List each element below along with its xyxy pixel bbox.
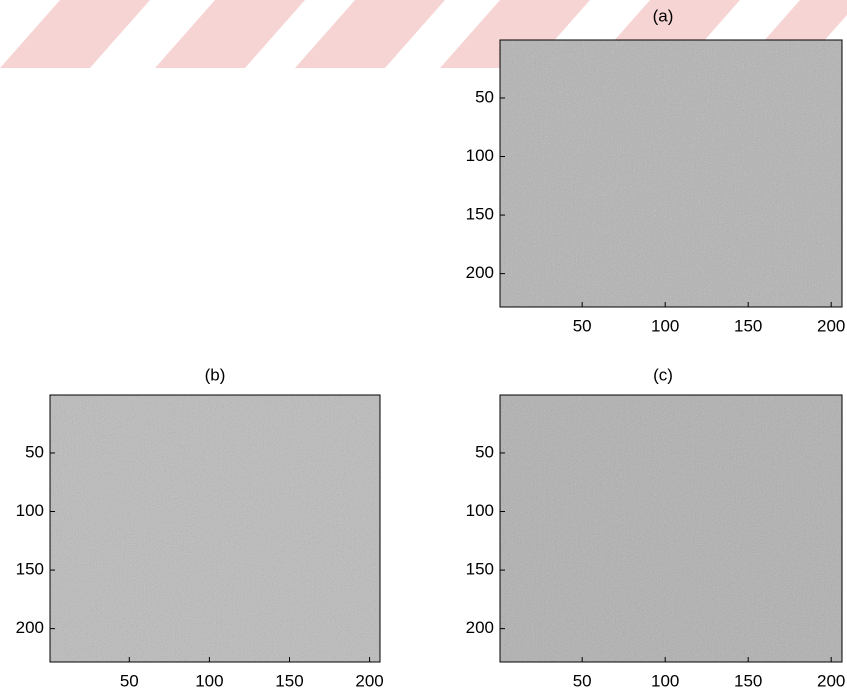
x-tick-label: 100 xyxy=(195,671,223,690)
y-tick-label: 100 xyxy=(16,501,44,520)
panel-title: (a) xyxy=(653,6,674,25)
x-tick-label: 150 xyxy=(734,316,762,335)
x-tick-label: 200 xyxy=(817,316,845,335)
y-tick-label: 100 xyxy=(466,501,494,520)
x-tick-label: 150 xyxy=(734,671,762,690)
x-tick-label: 100 xyxy=(651,671,679,690)
x-tick-label: 200 xyxy=(817,671,845,690)
figure: (a) 50 100 150 200 50 100 150 200 (b) 50 100 150 200 5… xyxy=(0,0,847,699)
y-tick-label: 150 xyxy=(16,560,44,579)
y-tick-label: 50 xyxy=(475,87,494,106)
panel-title: (c) xyxy=(653,365,673,384)
y-tick-label: 200 xyxy=(466,263,494,282)
image-texture xyxy=(500,40,842,307)
x-tick-label: 50 xyxy=(120,671,139,690)
y-tick-label: 150 xyxy=(466,205,494,224)
x-tick-label: 200 xyxy=(355,671,383,690)
image-texture xyxy=(500,395,842,662)
y-tick-label: 50 xyxy=(475,442,494,461)
image-texture xyxy=(50,395,380,662)
y-tick-label: 200 xyxy=(466,618,494,637)
y-tick-label: 100 xyxy=(466,146,494,165)
y-tick-label: 50 xyxy=(25,442,44,461)
y-tick-label: 150 xyxy=(466,560,494,579)
y-tick-label: 200 xyxy=(16,618,44,637)
x-tick-label: 50 xyxy=(573,316,592,335)
x-tick-label: 100 xyxy=(651,316,679,335)
panel-title: (b) xyxy=(205,365,226,384)
x-tick-label: 50 xyxy=(573,671,592,690)
x-tick-label: 150 xyxy=(275,671,303,690)
